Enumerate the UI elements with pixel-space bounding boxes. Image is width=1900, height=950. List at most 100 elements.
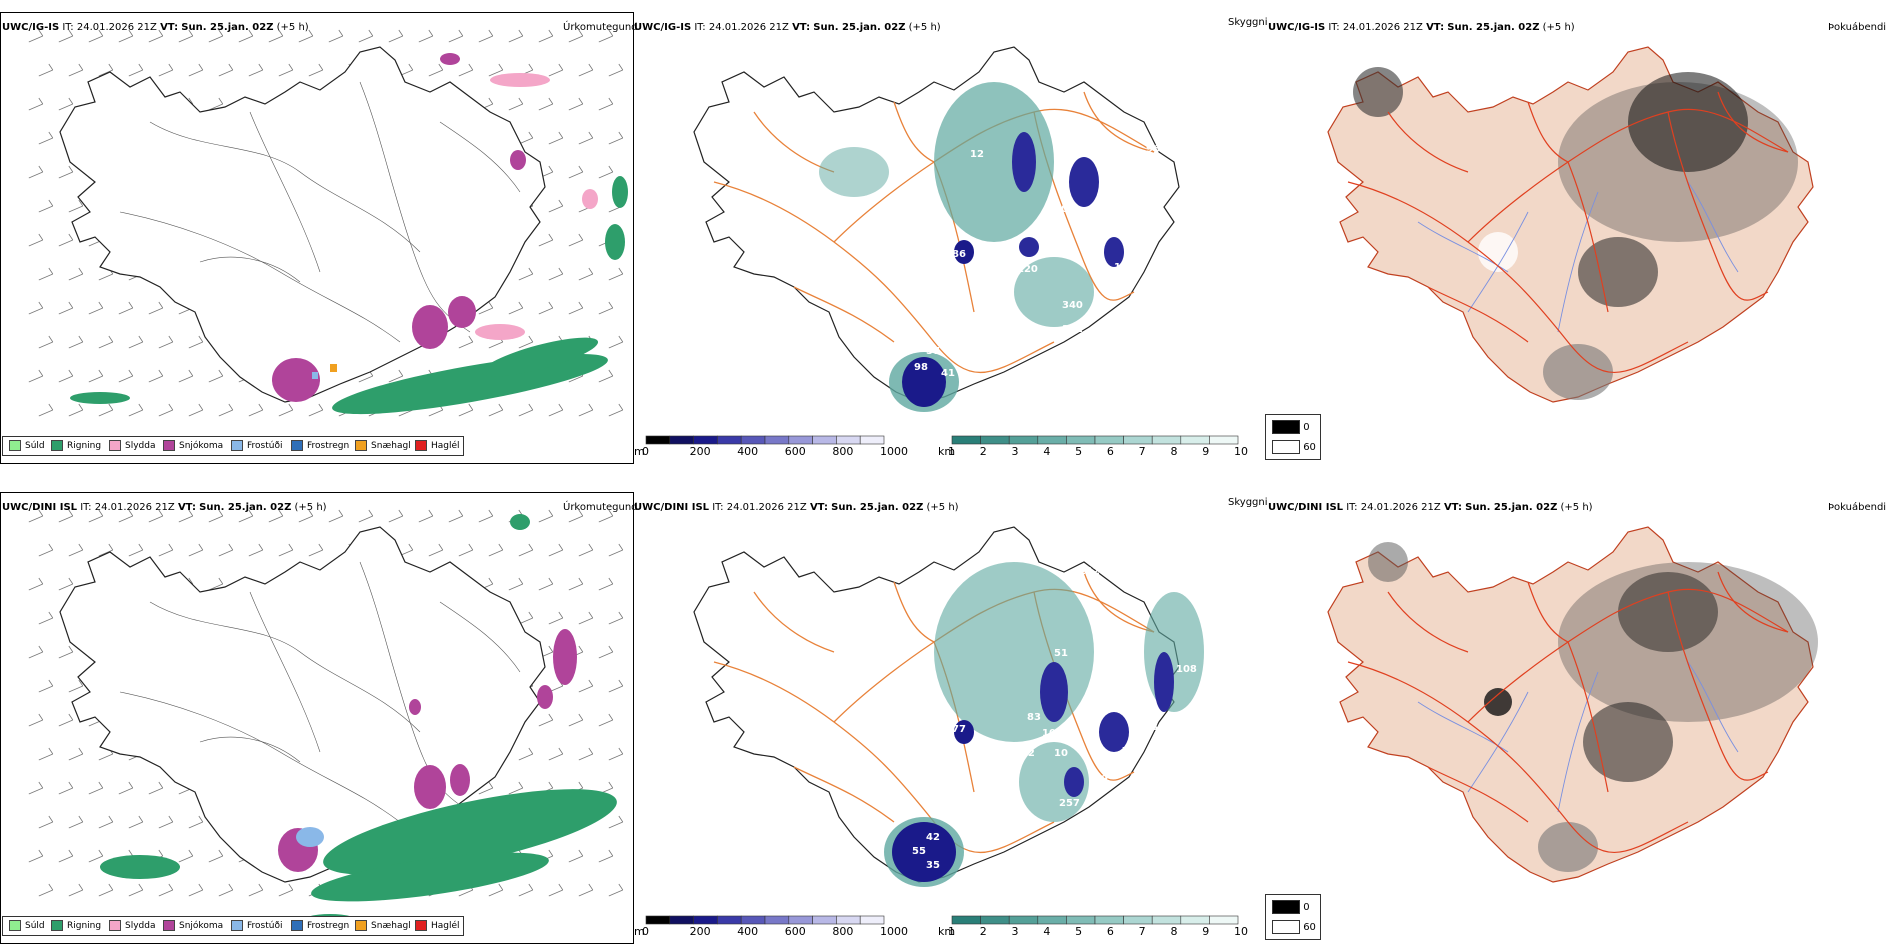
colorbar-tick-label: 8 — [1170, 925, 1178, 938]
legend-swatch — [1272, 920, 1300, 934]
visibility-ticks: 1 2 3 4 5 6 7 8 9 10 — [634, 925, 1268, 939]
fog-shade — [1353, 67, 1403, 117]
value-label: 83 — [1027, 712, 1041, 723]
panel-title: Skyggni — [1228, 17, 1268, 28]
value-label: 212 — [1079, 566, 1100, 577]
cloudbase-unit-label: m — [634, 445, 645, 458]
low-cloud-area — [902, 357, 946, 407]
legend-swatch — [1272, 420, 1300, 434]
colorbar-segment — [645, 915, 671, 925]
fog-index-shading — [1353, 67, 1798, 400]
fog-shade — [1578, 237, 1658, 307]
rain-area — [323, 789, 617, 875]
legend-swatch — [9, 920, 21, 931]
colorbar-segment — [740, 915, 766, 925]
colorbar-tick-label: 5 — [1075, 925, 1083, 938]
legend-item: Frostregn — [291, 440, 349, 452]
colorbar-segment — [859, 435, 885, 445]
precip-map-svg — [28, 29, 628, 417]
precip-panel-top: UWC/IG-IS IT: 24.01.2026 21Z VT: Sun. 25… — [0, 12, 638, 464]
legend-item: Frostúði — [231, 920, 282, 932]
colorbar-tick-label: 4 — [1043, 445, 1051, 458]
cloud-panel-top: UWC/IG-IS IT: 24.01.2026 21Z VT: Sun. 25… — [634, 12, 1268, 464]
low-cloud-area — [892, 822, 956, 882]
value-label: 159 — [1096, 660, 1117, 671]
colorbar-segment — [1094, 915, 1124, 925]
panel-title: Þokuábendi — [1828, 22, 1887, 33]
colorbar-tick-label: 6 — [1106, 445, 1114, 458]
fog-shade — [1628, 72, 1748, 172]
value-label: 51 — [1054, 648, 1068, 659]
colorbar-tick-label: 200 — [689, 925, 711, 938]
value-label: 12 — [970, 149, 984, 160]
panel-header: UWC/IG-IS IT: 24.01.2026 21Z VT: Sun. 25… — [1268, 22, 1575, 33]
colorbar-tick-label: 0 — [642, 445, 649, 458]
colorbar-segment — [669, 435, 694, 445]
value-label: 42 — [926, 832, 940, 843]
colorbar-tick-label: 5 — [1075, 445, 1083, 458]
snow-area — [537, 685, 553, 709]
colorbar-segment — [1037, 915, 1067, 925]
colorbar-tick-label: 7 — [1138, 925, 1146, 938]
cloudbase-ticks: 0 200 400 600 800 1000 — [634, 445, 1268, 459]
precip-areas — [70, 53, 628, 415]
colorbar-segment — [859, 915, 885, 925]
colorbar-segment — [764, 915, 790, 925]
visibility-colorbar — [951, 435, 1239, 445]
legend-item: 0 — [1272, 900, 1310, 914]
value-label: 55 — [912, 846, 926, 857]
value-label: 10 — [1054, 748, 1068, 759]
terrain-lines — [119, 81, 521, 343]
snow-area — [440, 53, 460, 65]
panel-title: Skyggni — [1228, 497, 1268, 508]
legend-swatch — [291, 440, 303, 451]
cloudbase-ticks: 0 200 400 600 800 1000 — [634, 925, 1268, 939]
colorbar-segment — [717, 915, 742, 925]
colorbar-tick-label: 400 — [737, 925, 759, 938]
sleet-area — [582, 189, 598, 209]
colorbar-segment — [645, 435, 671, 445]
colorbar-tick-label: 4 — [1043, 925, 1051, 938]
colorbar-segment — [1123, 915, 1153, 925]
colorbar-segment — [1151, 435, 1182, 445]
snow-area — [450, 764, 470, 796]
legend-item: Haglél — [415, 440, 460, 452]
visibility-unit-label: km — [938, 445, 956, 458]
fog-shade — [1478, 232, 1518, 272]
cloudbase-colorbar — [645, 915, 885, 925]
colorbar-segment — [836, 915, 861, 925]
fog-legend: 0 60 — [1265, 414, 1321, 460]
cloudbase-value-labels: 212 123 77 83 107 122 10 42 55 35 257 99… — [912, 566, 1197, 871]
value-label: 123 — [1066, 144, 1087, 155]
colorbar-tick-label: 10 — [1234, 925, 1248, 938]
rain-area — [100, 855, 180, 879]
cloudbase-value-labels: 123 02 100 86 82 120 10 57 98 41 340 372… — [914, 144, 1160, 379]
legend-item: Frostúði — [231, 440, 282, 452]
freezing-drizzle-area — [312, 372, 318, 379]
fog-panel-top: UWC/IG-IS IT: 24.01.2026 21Z VT: Sun. 25… — [1265, 12, 1900, 464]
colorbar-segment — [693, 435, 718, 445]
rain-area — [605, 224, 625, 260]
value-label: 96 — [1146, 144, 1160, 155]
colorbar-tick-label: 6 — [1106, 925, 1114, 938]
value-label: 340 — [1062, 300, 1083, 311]
value-label: 10 — [1054, 204, 1068, 215]
legend-swatch — [163, 920, 175, 931]
fog-shade — [1368, 542, 1408, 582]
legend-item: Snæhagl — [355, 440, 411, 452]
low-visibility-area — [1019, 742, 1089, 822]
colorbar-segment — [1066, 915, 1096, 925]
colorbar-segment — [1037, 435, 1067, 445]
fog-shade — [1484, 688, 1512, 716]
snow-area — [553, 629, 577, 685]
panel-header: UWC/IG-IS IT: 24.01.2026 21Z VT: Sun. 25… — [634, 22, 941, 33]
land-area — [1327, 526, 1814, 883]
low-cloud-area — [954, 240, 974, 264]
cloud-colorbars — [645, 435, 1239, 445]
legend-swatch — [231, 440, 243, 451]
colorbar-segment — [812, 915, 837, 925]
visibility-colorbar — [951, 915, 1239, 925]
value-label: 188 — [1114, 262, 1135, 273]
colorbar-segment — [1180, 915, 1210, 925]
colorbar-segment — [788, 915, 813, 925]
